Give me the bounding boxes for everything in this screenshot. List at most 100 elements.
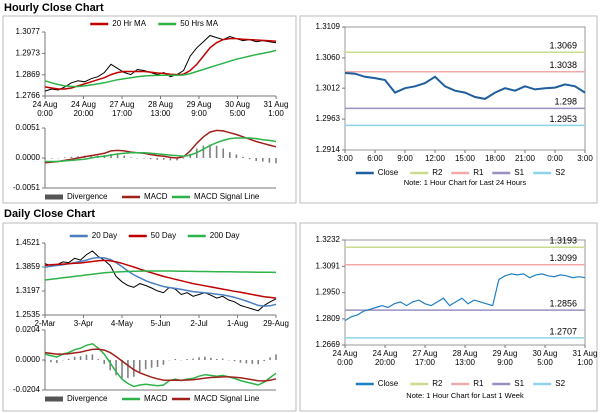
divergence-bar xyxy=(70,156,73,158)
panel xyxy=(2,15,297,204)
x-tick-label: 29-Aug xyxy=(263,319,289,328)
legend-label: Close xyxy=(378,168,399,177)
y-tick-label: 1.2963 xyxy=(316,114,341,123)
divergence-bar xyxy=(144,360,147,370)
divergence-bar xyxy=(162,360,165,365)
legend-label: R1 xyxy=(473,379,484,388)
x-tick-label: 29 Aug 9:00 xyxy=(186,100,212,118)
y-tick-label: 1.3197 xyxy=(16,286,41,295)
divergence-bar xyxy=(110,153,112,158)
legend-label: 200 Day xyxy=(210,231,240,240)
x-tick-label: 27 Aug 17:00 xyxy=(109,100,135,118)
divergence-bar xyxy=(182,158,185,159)
close-line xyxy=(344,273,586,322)
level-label: 1.3038 xyxy=(549,60,577,70)
section-title: Daily Close Chart xyxy=(4,208,95,220)
x-tick-label: 31 Aug 1:00 xyxy=(263,100,289,118)
macd-line xyxy=(44,129,277,164)
x-tick-label: 24 Aug 0:00 xyxy=(332,349,358,367)
level-label: 1.2856 xyxy=(549,298,577,308)
note: Note: 1 Hour Chart for Last 24 Hours xyxy=(404,178,527,187)
legend-label: 50 Hrs MA xyxy=(180,19,218,28)
divergence-bar xyxy=(239,360,242,363)
ma-line xyxy=(44,259,277,299)
divergence-bar xyxy=(176,158,178,161)
ma-line xyxy=(44,49,277,88)
panel xyxy=(299,15,598,204)
y-tick-label: 1.2950 xyxy=(316,288,341,297)
legend-label: MACD Signal Line xyxy=(194,394,260,403)
divergence-bar xyxy=(248,158,251,160)
legend-label: R2 xyxy=(432,379,443,388)
ma-line xyxy=(44,270,277,281)
y-tick-label: -0.0204 xyxy=(13,385,41,394)
divergence-bar xyxy=(103,360,106,364)
legend-label: Divergence xyxy=(67,192,108,201)
y-tick-label: 1.2669 xyxy=(316,340,341,349)
divergence-bar xyxy=(215,145,218,158)
x-tick-label: 6:00 xyxy=(367,154,383,163)
y-tick-label: 1.2973 xyxy=(16,49,41,58)
divergence-bar xyxy=(222,148,224,158)
divergence-bar xyxy=(133,360,135,377)
legend-swatch xyxy=(45,396,63,402)
legend-label: S1 xyxy=(514,168,524,177)
y-tick-label: -0.0051 xyxy=(13,183,41,192)
x-tick-label: 5-Jun xyxy=(150,319,171,328)
divergence-bar xyxy=(209,144,211,158)
x-tick-label: 31 Aug 1:00 xyxy=(572,349,598,367)
legend-label: 20 Day xyxy=(92,231,117,240)
x-tick-label: 1-Aug xyxy=(226,319,249,328)
divergence-bar xyxy=(192,358,194,360)
ma-line xyxy=(44,37,277,90)
divergence-bar xyxy=(156,360,159,367)
divergence-bar xyxy=(127,360,129,379)
level-label: 1.298 xyxy=(554,97,577,107)
divergence-bar xyxy=(189,153,191,158)
y-tick-label: 0.0000 xyxy=(16,153,41,162)
divergence-bar xyxy=(257,360,260,365)
legend-label: S2 xyxy=(555,379,565,388)
x-tick-label: 4-May xyxy=(110,319,134,328)
divergence-bar xyxy=(275,354,277,360)
x-tick-label: 3:00 xyxy=(577,154,593,163)
divergence-bar xyxy=(79,356,82,360)
y-tick-label: 1.2914 xyxy=(316,145,341,154)
divergence-bar xyxy=(255,158,257,161)
x-tick-label: 3-Apr xyxy=(73,319,94,328)
x-tick-label: 29 Aug 9:00 xyxy=(492,349,518,367)
macd-line xyxy=(44,342,277,388)
divergence-bar xyxy=(229,152,231,158)
divergence-bar xyxy=(221,358,224,360)
divergence-bar xyxy=(210,357,212,360)
divergence-bar xyxy=(56,360,58,363)
y-tick-label: 1.3109 xyxy=(316,22,341,31)
y-tick-label: 1.3091 xyxy=(316,261,341,270)
y-tick-label: 1.3077 xyxy=(16,27,41,36)
panel xyxy=(299,222,598,412)
divergence-bar xyxy=(90,155,92,158)
x-tick-label: 21:00 xyxy=(514,154,536,163)
price-line xyxy=(44,34,277,92)
y-tick-label: 1.2869 xyxy=(16,70,41,79)
x-tick-label: 28 Aug 13:00 xyxy=(148,100,173,118)
divergence-bar xyxy=(91,354,94,360)
divergence-bar xyxy=(130,157,132,158)
macd-line xyxy=(44,348,277,382)
divergence-bar xyxy=(202,145,205,158)
level-label: 1.2707 xyxy=(549,326,577,336)
divergence-bar xyxy=(268,158,271,163)
divergence-bar xyxy=(138,360,141,373)
x-tick-label: 2-Mar xyxy=(34,319,56,328)
x-tick-label: 9:00 xyxy=(397,154,413,163)
ma-line xyxy=(44,256,277,307)
legend-label: MACD xyxy=(144,394,168,403)
divergence-bar xyxy=(67,358,70,360)
divergence-bar xyxy=(163,158,165,160)
divergence-bar xyxy=(85,354,88,360)
divergence-bar xyxy=(64,157,66,158)
legend-label: S2 xyxy=(555,168,565,177)
close-line xyxy=(344,72,586,100)
